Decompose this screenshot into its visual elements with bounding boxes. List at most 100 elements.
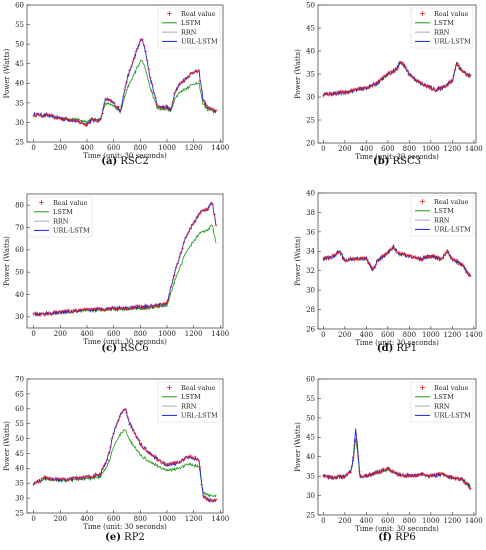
- y-tick-label: 20: [306, 139, 315, 147]
- caption-tag: (a): [101, 156, 117, 167]
- y-tick-label: 30: [306, 287, 315, 295]
- x-tick-label: 1400: [465, 517, 483, 525]
- x-tick-label: 400: [80, 330, 93, 338]
- x-tick-label: 600: [107, 515, 120, 523]
- x-tick-label: 800: [403, 331, 416, 339]
- y-tick-label: 25: [306, 511, 315, 519]
- caption-tag: (b): [373, 156, 389, 167]
- y-axis-label: Power (Watts): [3, 421, 11, 471]
- y-tick-label: 38: [306, 209, 315, 217]
- chart-panel-4: 0 200 400 600 800 1000 1200 1400 25 30 35 40 45 50 55 6…: [3, 375, 229, 543]
- y-tick-label: 40: [15, 80, 24, 88]
- caption-tag: (f): [378, 532, 392, 543]
- x-tick-label: 400: [80, 144, 93, 152]
- y-tick-label: 45: [306, 24, 315, 32]
- legend-label: LSTM: [434, 393, 454, 401]
- x-tick-label: 0: [31, 144, 35, 152]
- legend-label: LSTM: [181, 19, 201, 27]
- caption-name: RSC2: [117, 156, 149, 167]
- x-tick-label: 200: [338, 145, 351, 153]
- x-tick-label: 400: [360, 331, 373, 339]
- y-tick-label: 50: [306, 414, 315, 422]
- x-tick-label: 1000: [158, 330, 176, 338]
- chart-panel-5: 0 200 400 600 800 1000 1200 1400253035404550556…: [294, 375, 483, 543]
- y-tick-label: 40: [15, 465, 24, 473]
- caption-name: RP1: [393, 343, 417, 354]
- y-tick-label: 55: [15, 21, 24, 29]
- panel-caption: (e) RP2: [105, 532, 145, 543]
- y-tick-label: 50: [306, 1, 315, 9]
- x-tick-label: 200: [338, 517, 351, 525]
- y-tick-label: 30: [306, 93, 315, 101]
- legend-label: LSTM: [434, 19, 454, 27]
- caption-name: RP6: [392, 532, 416, 543]
- x-tick-label: 0: [31, 330, 35, 338]
- y-tick-label: 70: [15, 224, 24, 232]
- legend-label: LSTM: [434, 207, 454, 215]
- legend-label: Real value: [181, 10, 216, 18]
- y-tick-label: 26: [306, 325, 315, 333]
- chart-panel-2: 0 200 400 600 800 1000 1200 1400304050607080Tim…: [3, 194, 229, 354]
- x-tick-label: 1200: [185, 515, 203, 523]
- x-tick-label: 1200: [185, 144, 203, 152]
- x-tick-label: 800: [134, 144, 147, 152]
- panel-caption: (f) RP6: [378, 532, 416, 543]
- chart-panel-3: 0 200 400 600 800 1000 1200 1400262830323436384…: [294, 189, 483, 354]
- x-tick-label: 1200: [185, 330, 203, 338]
- y-tick-label: 60: [15, 405, 24, 413]
- legend: Real valueLSTMRRN URL-LSTM: [411, 196, 473, 236]
- x-tick-label: 200: [54, 330, 67, 338]
- y-tick-label: 50: [15, 41, 24, 49]
- chart-panel-0: 0 200 400 600 800 1000 1200 1400253035404550556…: [3, 1, 229, 167]
- y-tick-label: 30: [15, 313, 24, 321]
- legend-label: URL-LSTM: [434, 412, 471, 420]
- y-axis-label: Power (Watts): [294, 236, 302, 286]
- legend-label: RRN: [181, 402, 197, 410]
- y-tick-label: 35: [306, 473, 315, 481]
- x-tick-label: 1400: [211, 144, 229, 152]
- x-tick-label: 400: [80, 515, 93, 523]
- legend-label: Real value: [53, 199, 88, 207]
- x-tick-label: 600: [107, 330, 120, 338]
- y-tick-label: 60: [15, 1, 24, 9]
- x-tick-label: 1400: [465, 331, 483, 339]
- y-tick-label: 60: [306, 375, 315, 383]
- legend-label: LSTM: [53, 208, 73, 216]
- x-tick-label: 0: [321, 517, 325, 525]
- x-tick-label: 800: [134, 515, 147, 523]
- x-tick-label: 200: [338, 331, 351, 339]
- x-tick-label: 0: [321, 331, 325, 339]
- legend: Real valueLSTMRRN URL-LSTM: [30, 197, 92, 237]
- x-tick-label: 600: [381, 331, 394, 339]
- x-tick-label: 0: [321, 145, 325, 153]
- y-tick-label: 36: [306, 228, 315, 236]
- x-tick-label: 600: [381, 145, 394, 153]
- x-tick-label: 1000: [158, 515, 176, 523]
- caption-tag: (e): [105, 532, 121, 543]
- y-tick-label: 35: [15, 99, 24, 107]
- legend-label: RRN: [434, 28, 450, 36]
- y-axis-label: Power (Watts): [3, 48, 11, 98]
- y-tick-label: 40: [306, 453, 315, 461]
- caption-tag: (d): [377, 343, 393, 354]
- y-tick-label: 55: [306, 395, 315, 403]
- y-tick-label: 70: [15, 375, 24, 383]
- x-tick-label: 200: [54, 515, 67, 523]
- y-tick-label: 65: [15, 390, 24, 398]
- y-tick-label: 45: [306, 434, 315, 442]
- x-tick-label: 400: [360, 145, 373, 153]
- y-tick-label: 45: [15, 450, 24, 458]
- caption-name: RP2: [121, 532, 145, 543]
- y-tick-label: 35: [15, 480, 24, 488]
- caption-tag: (c): [101, 343, 117, 354]
- y-tick-label: 30: [306, 492, 315, 500]
- y-axis-label: Power (Watts): [294, 49, 302, 99]
- y-tick-label: 60: [15, 246, 24, 254]
- y-tick-label: 25: [15, 138, 24, 146]
- y-tick-label: 40: [306, 189, 315, 197]
- y-tick-label: 25: [306, 116, 315, 124]
- caption-name: RSC6: [117, 343, 149, 354]
- chart-panel-1: 0 200 400 600 800 1000 1200 140020253035404550T…: [294, 1, 483, 167]
